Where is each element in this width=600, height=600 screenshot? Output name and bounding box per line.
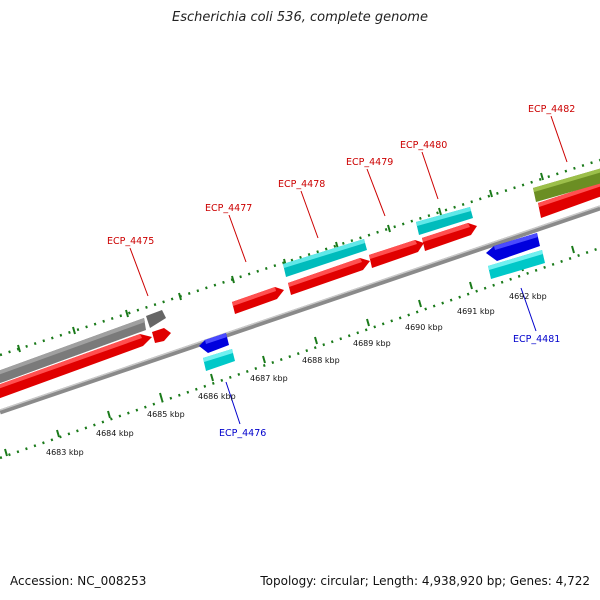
label-leaders-reverse: [225, 287, 537, 425]
gene-label-ecp4481[interactable]: ECP_4481: [513, 334, 560, 345]
scale-label: 4686 kbp: [198, 392, 236, 401]
scale-label: 4689 kbp: [353, 339, 391, 348]
cds-forward[interactable]: [0, 334, 152, 400]
scale-label: 4691 kbp: [457, 307, 495, 316]
forward-cds-group[interactable]: [0, 182, 600, 400]
scale-label: 4690 kbp: [405, 323, 443, 332]
gene-label-ecp4476[interactable]: ECP_4476: [219, 428, 266, 439]
outer-major-ticks: [17, 172, 544, 353]
cds-forward[interactable]: [288, 258, 370, 295]
forward-tick-track: [0, 158, 600, 357]
scale-label: 4687 kbp: [250, 374, 288, 383]
map-title: Escherichia coli 536, complete genome: [172, 10, 428, 25]
gene-label-ecp4482[interactable]: ECP_4482: [528, 104, 575, 115]
scale-label: 4684 kbp: [96, 429, 134, 438]
reverse-rna-group[interactable]: [203, 250, 545, 371]
scale-label: 4692 kbp: [509, 292, 547, 301]
scale-label: 4683 kbp: [46, 448, 84, 457]
cds-forward[interactable]: [232, 287, 284, 314]
pseudogene-feature[interactable]: [146, 310, 166, 328]
gene-label-ecp4479[interactable]: ECP_4479: [346, 157, 393, 168]
gene-label-ecp4477[interactable]: ECP_4477: [205, 203, 252, 214]
inner-major-ticks: [4, 245, 575, 457]
reverse-cds-group[interactable]: [199, 233, 540, 353]
label-leaders-forward: [129, 115, 568, 297]
accession-text: Accession: NC_008253: [10, 574, 147, 588]
cds-forward[interactable]: [369, 240, 424, 268]
forward-rna-group[interactable]: [283, 207, 473, 277]
genome-summary-text: Topology: circular; Length: 4,938,920 bp…: [260, 574, 590, 588]
gene-label-ecp4480[interactable]: ECP_4480: [400, 140, 447, 151]
scale-labels: 4683 kbp 4684 kbp 4685 kbp 4686 kbp 4687…: [46, 292, 547, 457]
gene-labels: ECP_4475 ECP_4477 ECP_4478 ECP_4479 ECP_…: [107, 104, 575, 439]
genome-backbone: [0, 205, 600, 415]
scale-label: 4688 kbp: [302, 356, 340, 365]
cds-forward[interactable]: [152, 328, 171, 343]
gene-label-ecp4478[interactable]: ECP_4478: [278, 179, 325, 190]
scale-label: 4685 kbp: [147, 410, 185, 419]
cds-forward[interactable]: [422, 223, 477, 251]
gene-label-ecp4475[interactable]: ECP_4475: [107, 236, 154, 247]
